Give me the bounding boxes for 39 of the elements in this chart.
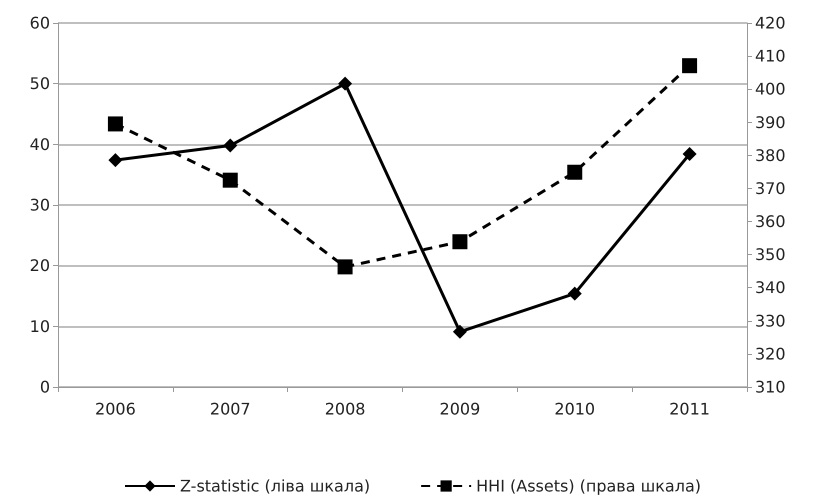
point (338, 259, 353, 274)
y2-tick-label: 410 (755, 46, 786, 66)
legend-label: Z-statistic (ліва шкала) (180, 476, 370, 496)
y2-tick-label: 320 (755, 344, 786, 364)
point (108, 153, 122, 168)
point (338, 76, 352, 91)
y2-tick-label: 310 (755, 378, 786, 396)
point (567, 164, 582, 180)
y2-tick-label: 350 (755, 245, 786, 264)
point (568, 286, 582, 301)
y-tick-label: 30 (30, 196, 50, 214)
y-tick-label: 10 (30, 316, 50, 336)
x-tick-label: 2011 (669, 400, 710, 418)
y2-tick-label: 340 (755, 278, 786, 298)
y-tick-label: 50 (30, 74, 50, 94)
x-tick-label: 2006 (95, 400, 136, 418)
x-tick-label: 2007 (210, 400, 251, 418)
y-tick-label: 60 (30, 14, 50, 32)
point (222, 172, 238, 188)
y-tick-label: 20 (30, 256, 50, 276)
y2-tick-label: 400 (755, 80, 786, 99)
y2-tick-label: 380 (755, 146, 786, 165)
point (108, 116, 123, 132)
y-tick-label: 40 (30, 134, 50, 154)
y-tick-label: 0 (40, 378, 50, 396)
point (452, 234, 468, 250)
y2-tick-label: 330 (755, 311, 786, 330)
x-tick-label: 2009 (440, 400, 480, 418)
legend-label: HHI (Assets) (права шкала) (476, 476, 702, 496)
x-tick-label: 2008 (324, 400, 366, 418)
point (223, 138, 238, 153)
y2-tick-label: 420 (755, 14, 786, 32)
x-tick-label: 2010 (554, 400, 596, 418)
point (452, 324, 467, 339)
y2-tick-label: 370 (755, 178, 786, 198)
point (682, 58, 698, 74)
y2-tick-label: 390 (755, 112, 786, 132)
point (682, 147, 697, 162)
y2-tick-label: 360 (755, 212, 786, 232)
